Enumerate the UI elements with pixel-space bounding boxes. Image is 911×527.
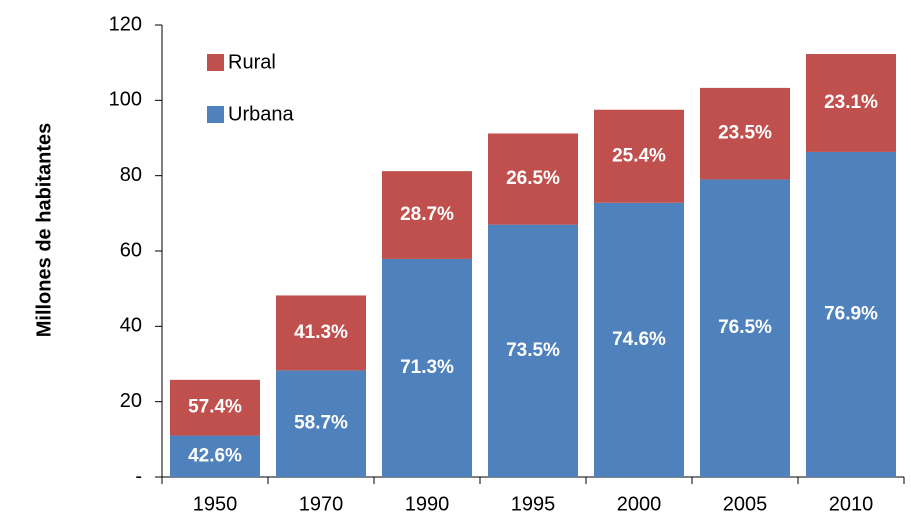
y-tick-label: 120: [109, 13, 142, 35]
bar-segment: [276, 295, 366, 371]
segment-label: 76.9%: [824, 303, 878, 324]
legend-swatch: [207, 54, 224, 71]
y-axis-label: Millones de habitantes: [33, 123, 55, 337]
segment-label: 73.5%: [506, 340, 560, 361]
bar-segment: [276, 370, 366, 477]
x-tick-label: 2010: [829, 493, 874, 515]
segment-label: 76.5%: [718, 317, 772, 338]
segment-label: 23.1%: [824, 92, 878, 113]
legend-label: Rural: [228, 51, 276, 73]
segment-label: 28.7%: [400, 204, 454, 225]
y-tick-label: -: [135, 465, 142, 487]
segment-label: 26.5%: [506, 168, 560, 189]
y-tick-label: 20: [120, 390, 142, 412]
bar-segment: [594, 202, 684, 477]
segment-label: 42.6%: [188, 445, 242, 466]
segment-label: 41.3%: [294, 322, 348, 343]
x-tick-label: 1970: [299, 493, 344, 515]
segment-label: 58.7%: [294, 413, 348, 434]
x-tick-label: 2005: [723, 493, 768, 515]
bar-segment: [488, 133, 578, 225]
x-tick-label: 1950: [193, 493, 238, 515]
segment-label: 25.4%: [612, 145, 666, 166]
bar-segment: [170, 435, 260, 477]
bar-segment: [700, 87, 790, 180]
y-tick-label: 100: [109, 89, 142, 111]
x-tick-label: 1990: [405, 493, 450, 515]
bar-segment: [594, 109, 684, 203]
segment-label: 71.3%: [400, 357, 454, 378]
bar-segment: [170, 379, 260, 436]
y-tick-label: 60: [120, 239, 142, 261]
y-tick-label: 80: [120, 164, 142, 186]
bar-segment: [382, 171, 472, 259]
bar-segment: [806, 151, 896, 478]
bar-segment: [806, 54, 896, 152]
bar-segment: [700, 179, 790, 477]
legend-swatch: [207, 106, 224, 123]
x-tick-label: 2000: [617, 493, 662, 515]
legend-label: Urbana: [228, 103, 294, 125]
segment-label: 23.5%: [718, 123, 772, 144]
y-tick-label: 40: [120, 315, 142, 337]
bar-segment: [488, 224, 578, 477]
bar-segment: [382, 258, 472, 477]
segment-label: 74.6%: [612, 329, 666, 350]
x-tick-label: 1995: [511, 493, 556, 515]
segment-label: 57.4%: [188, 397, 242, 418]
